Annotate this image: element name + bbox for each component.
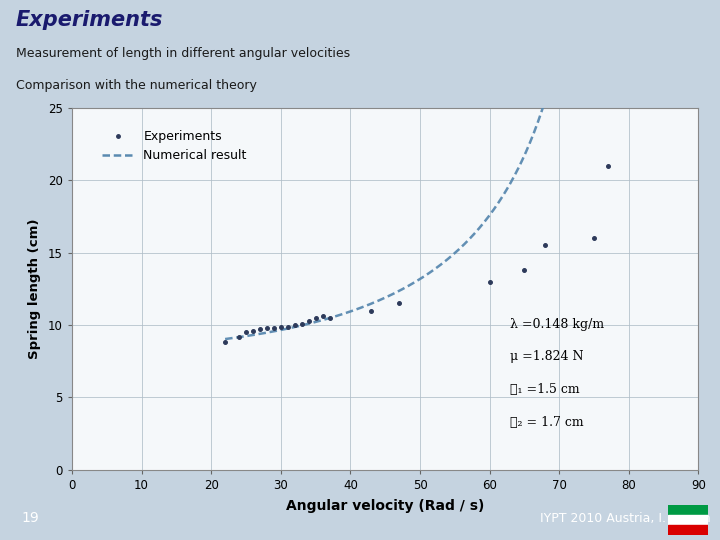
Point <box>254 325 266 334</box>
Text: μ =1.824 N: μ =1.824 N <box>510 350 584 363</box>
Point <box>296 319 307 328</box>
Point <box>289 321 300 329</box>
Point <box>588 234 600 242</box>
X-axis label: Angular velocity (Rad / s): Angular velocity (Rad / s) <box>286 499 485 513</box>
Point <box>484 278 495 286</box>
Text: Measurement of length in different angular velocities: Measurement of length in different angul… <box>16 46 350 60</box>
Point <box>220 338 231 347</box>
Point <box>268 323 279 332</box>
Point <box>261 323 273 332</box>
Legend: Experiments, Numerical result: Experiments, Numerical result <box>97 125 252 167</box>
Text: IYPT 2010 Austria, I. R. Iran: IYPT 2010 Austria, I. R. Iran <box>540 512 711 525</box>
Text: λ =0.148 kg/m: λ =0.148 kg/m <box>510 318 605 331</box>
Bar <box>668 505 708 515</box>
Point <box>303 316 315 325</box>
Point <box>518 266 530 274</box>
Point <box>539 241 551 250</box>
Text: ℓ₁ =1.5 cm: ℓ₁ =1.5 cm <box>510 383 580 396</box>
Y-axis label: Spring length (cm): Spring length (cm) <box>28 219 41 359</box>
Text: 19: 19 <box>22 511 40 525</box>
Bar <box>668 515 708 525</box>
Point <box>233 332 245 341</box>
Text: ℓ₂ = 1.7 cm: ℓ₂ = 1.7 cm <box>510 416 584 429</box>
Point <box>275 322 287 331</box>
Point <box>310 314 321 322</box>
Point <box>240 328 252 336</box>
Point <box>393 299 405 308</box>
Text: Experiments: Experiments <box>16 10 163 30</box>
Bar <box>668 525 708 535</box>
Point <box>282 322 294 331</box>
Text: Comparison with the numerical theory: Comparison with the numerical theory <box>16 79 257 92</box>
Point <box>317 312 328 321</box>
Point <box>247 327 258 335</box>
Point <box>324 314 336 322</box>
Point <box>366 306 377 315</box>
Point <box>602 161 613 170</box>
